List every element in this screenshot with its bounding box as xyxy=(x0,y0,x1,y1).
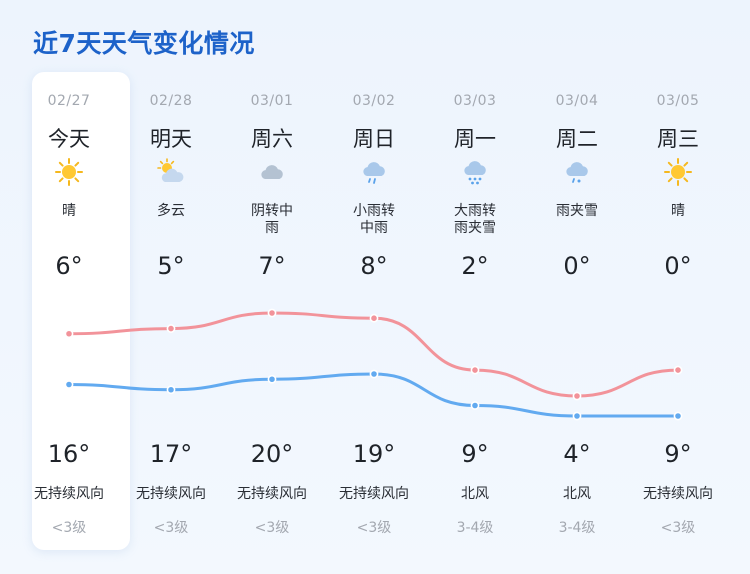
day-wind-direction: 无持续风向 xyxy=(136,486,206,502)
day-wind-direction: 北风 xyxy=(563,486,591,502)
day-condition: 阴转中雨 xyxy=(251,203,293,236)
day-column-5[interactable]: 03/03 周一 大雨转 雨夹雪 2° 9° 北风 3-4级 xyxy=(425,0,525,574)
partly-cloudy-icon xyxy=(156,157,186,187)
day-weekday: 今天 xyxy=(48,127,90,151)
day-date: 03/04 xyxy=(555,93,599,109)
day-weekday: 周三 xyxy=(657,127,699,151)
day-wind-level: <3级 xyxy=(51,520,87,536)
day-condition: 雨夹雪 xyxy=(556,203,598,219)
day-date: 03/05 xyxy=(656,93,700,109)
page-title: 近7天天气变化情况 xyxy=(33,29,255,58)
day-date: 02/27 xyxy=(47,93,91,109)
day-temp-upper: 6° xyxy=(55,252,83,280)
day-temp-upper: 8° xyxy=(360,252,388,280)
day-column-2[interactable]: 02/28 明天 多云 5° 17° 无持续风向 <3级 xyxy=(121,0,221,574)
day-temp-upper: 5° xyxy=(157,252,185,280)
day-column-1[interactable]: 02/27 今天 晴 6° 16° 无持续风向 <3级 xyxy=(19,0,119,574)
day-wind-level: <3级 xyxy=(660,520,696,536)
day-wind-level: <3级 xyxy=(254,520,290,536)
day-column-3[interactable]: 03/01 周六 阴转中雨 7° 20° 无持续风向 <3级 xyxy=(222,0,322,574)
day-wind-direction: 无持续风向 xyxy=(339,486,409,502)
day-temp-lower: 9° xyxy=(664,440,692,468)
day-wind-level: <3级 xyxy=(153,520,189,536)
day-temp-upper: 0° xyxy=(664,252,692,280)
rain-snow-icon xyxy=(460,157,490,187)
rain-icon xyxy=(359,157,389,187)
day-wind-direction: 无持续风向 xyxy=(237,486,307,502)
day-temp-lower: 20° xyxy=(250,440,294,468)
day-wind-direction: 无持续风向 xyxy=(643,486,713,502)
sun-icon xyxy=(54,157,84,187)
day-temp-lower: 4° xyxy=(563,440,591,468)
day-temp-lower: 19° xyxy=(352,440,396,468)
day-weekday: 周二 xyxy=(556,127,598,151)
sleet-icon xyxy=(562,157,592,187)
day-condition: 大雨转 雨夹雪 xyxy=(454,203,496,236)
day-temp-lower: 9° xyxy=(461,440,489,468)
day-column-6[interactable]: 03/04 周二 雨夹雪 0° 4° 北风 3-4级 xyxy=(527,0,627,574)
day-condition: 多云 xyxy=(157,203,185,219)
day-date: 03/03 xyxy=(453,93,497,109)
day-temp-lower: 17° xyxy=(149,440,193,468)
day-temp-upper: 2° xyxy=(461,252,489,280)
day-wind-direction: 北风 xyxy=(461,486,489,502)
day-weekday: 周六 xyxy=(251,127,293,151)
day-column-7[interactable]: 03/05 周三 晴 0° 9° 无持续风向 <3级 xyxy=(628,0,728,574)
day-condition: 晴 xyxy=(62,203,76,219)
overcast-icon xyxy=(257,157,287,187)
day-wind-level: 3-4级 xyxy=(456,520,494,536)
day-weekday: 周一 xyxy=(454,127,496,151)
today-highlight-card xyxy=(32,72,130,550)
day-wind-level: <3级 xyxy=(356,520,392,536)
day-temp-upper: 0° xyxy=(563,252,591,280)
day-date: 03/02 xyxy=(352,93,396,109)
sun-icon xyxy=(663,157,693,187)
day-date: 03/01 xyxy=(250,93,294,109)
day-column-4[interactable]: 03/02 周日 小雨转 中雨 8° 19° 无持续风向 <3级 xyxy=(324,0,424,574)
day-temp-upper: 7° xyxy=(258,252,286,280)
day-weekday: 明天 xyxy=(150,127,192,151)
day-wind-direction: 无持续风向 xyxy=(34,486,104,502)
day-date: 02/28 xyxy=(149,93,193,109)
day-weekday: 周日 xyxy=(353,127,395,151)
day-condition: 晴 xyxy=(671,203,685,219)
day-condition: 小雨转 中雨 xyxy=(353,203,395,236)
day-wind-level: 3-4级 xyxy=(558,520,596,536)
day-temp-lower: 16° xyxy=(47,440,91,468)
